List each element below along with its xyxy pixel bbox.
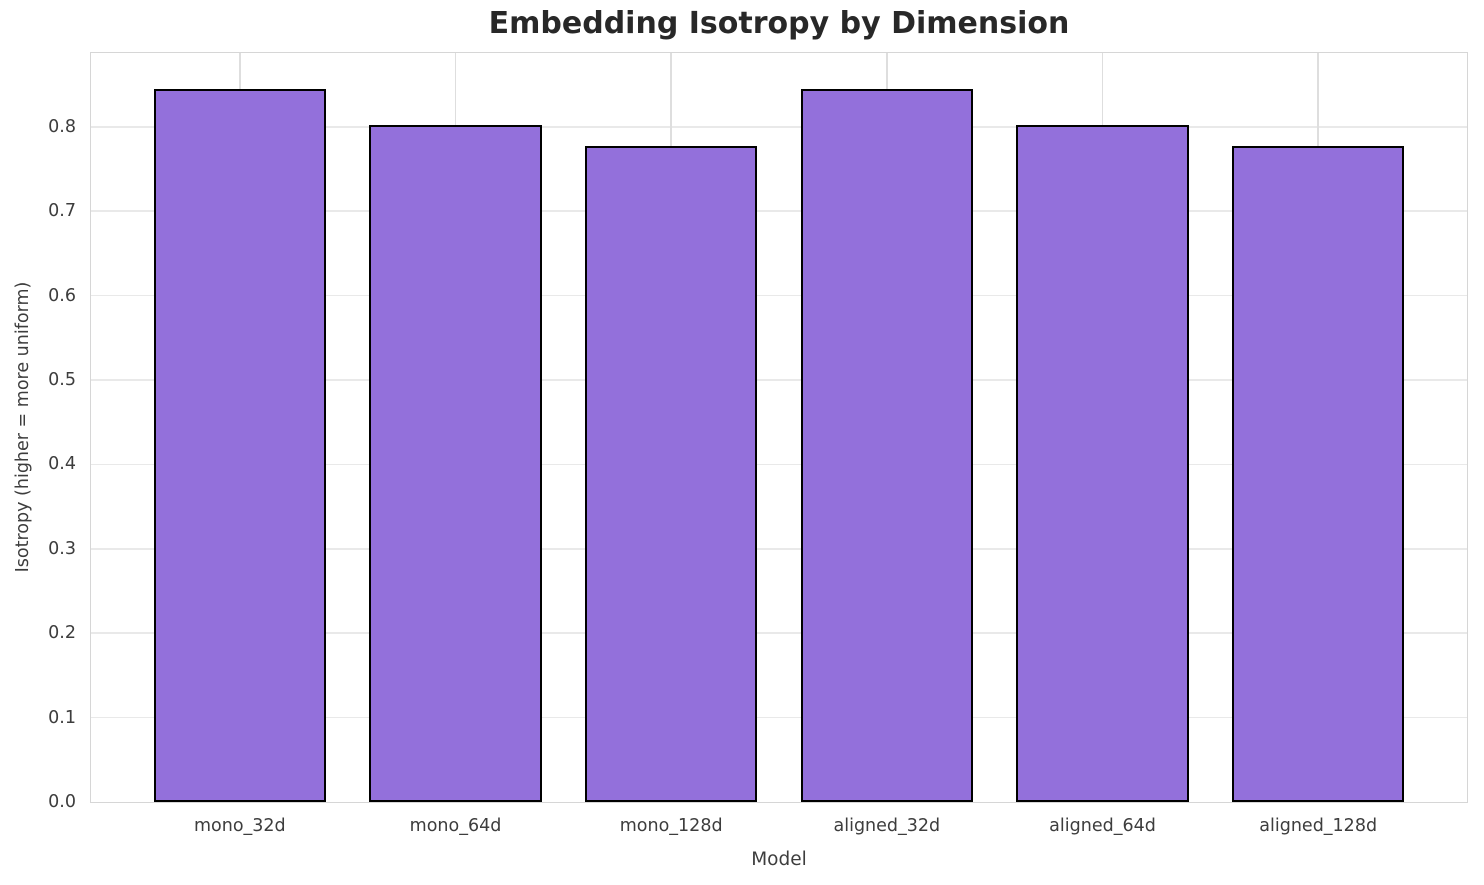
x-tick-label: aligned_64d bbox=[1049, 816, 1156, 836]
x-tick-label: aligned_128d bbox=[1259, 816, 1378, 836]
x-tick-label: mono_128d bbox=[619, 816, 723, 836]
horizontal-gridline bbox=[91, 632, 1467, 634]
horizontal-gridline bbox=[91, 548, 1467, 550]
bar-aligned_32d bbox=[800, 88, 974, 802]
bar-mono_128d bbox=[584, 146, 758, 802]
y-axis-label: Isotropy (higher = more uniform) bbox=[13, 281, 33, 573]
bar-aligned_128d bbox=[1231, 146, 1405, 802]
y-tick-label: 0.1 bbox=[48, 707, 76, 728]
y-tick-label: 0.5 bbox=[48, 370, 76, 391]
bar-aligned_64d bbox=[1016, 125, 1189, 802]
horizontal-gridline bbox=[91, 126, 1467, 128]
bar-mono_64d bbox=[369, 125, 542, 802]
plot-area bbox=[90, 52, 1468, 803]
horizontal-gridline bbox=[91, 210, 1467, 213]
x-axis-label: Model bbox=[751, 849, 807, 870]
y-tick-label: 0.7 bbox=[48, 201, 76, 222]
horizontal-gridline bbox=[91, 294, 1467, 297]
y-tick-label: 0.2 bbox=[48, 623, 76, 644]
horizontal-gridline bbox=[91, 379, 1467, 381]
y-tick-label: 0.0 bbox=[48, 792, 76, 812]
x-tick-label: mono_32d bbox=[193, 816, 286, 836]
chart-title: Embedding Isotropy by Dimension bbox=[488, 6, 1070, 41]
bar-mono_32d bbox=[153, 88, 327, 802]
y-tick-label: 0.6 bbox=[48, 285, 76, 306]
horizontal-gridline bbox=[91, 716, 1467, 719]
y-tick-label: 0.8 bbox=[48, 116, 76, 137]
y-tick-label: 0.3 bbox=[48, 538, 76, 559]
horizontal-gridline bbox=[91, 463, 1467, 466]
x-tick-label: mono_64d bbox=[409, 816, 502, 836]
x-tick-label: aligned_32d bbox=[833, 816, 941, 836]
y-tick-label: 0.4 bbox=[48, 454, 76, 475]
